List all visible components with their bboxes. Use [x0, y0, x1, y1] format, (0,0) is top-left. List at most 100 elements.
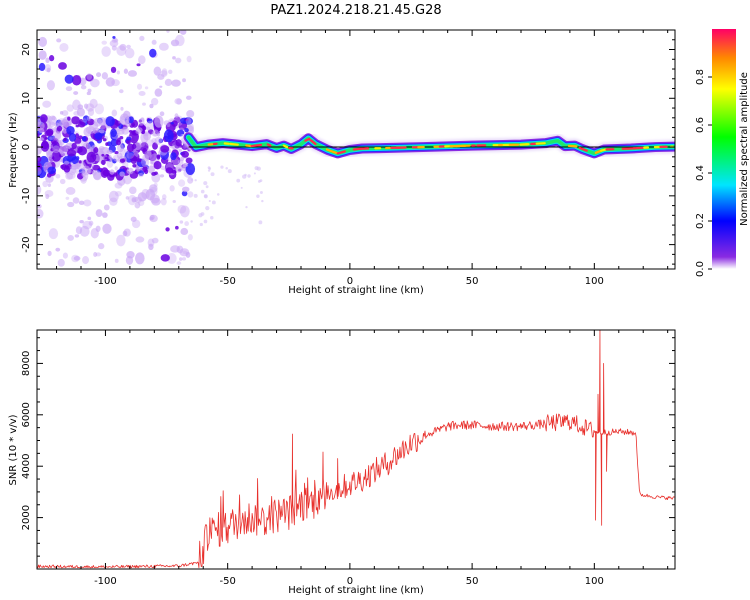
- spectrogram-noise-blob: [49, 136, 55, 141]
- spectrogram-noise-blob: [185, 117, 192, 125]
- spectrogram-noise-blob: [48, 115, 57, 125]
- spectrogram-noise-blob: [179, 205, 190, 218]
- spectrogram-noise-blob: [160, 70, 168, 78]
- spectrogram-noise-blob: [68, 132, 77, 142]
- spectrogram-noise-blob: [151, 237, 159, 244]
- spectrogram-noise-blob: [135, 127, 143, 133]
- spectrogram-noise-blob: [58, 145, 69, 157]
- spectrogram-noise-blob: [137, 192, 147, 202]
- snr-y-label: SNR (10 * v/v): [8, 414, 19, 485]
- spectrogram-noise-speck: [203, 194, 208, 199]
- snr-y-tick-label: 6000: [21, 402, 32, 427]
- spectrogram-noise-blob: [111, 45, 117, 51]
- spectrogram-noise-speck: [259, 191, 263, 195]
- spectrogram-noise-blob: [145, 126, 151, 131]
- spectrogram-noise-blob: [87, 108, 95, 117]
- spectrogram-band-hotspot: [266, 143, 272, 147]
- spectrogram-noise-blob: [47, 135, 54, 142]
- spectrogram-noise-blob: [98, 129, 105, 134]
- spectrogram-noise-blob: [38, 50, 47, 60]
- spectrogram-noise-blob: [100, 167, 109, 178]
- spectrogram-band-hotspot: [304, 137, 311, 142]
- spectrogram-noise-blob: [74, 162, 80, 170]
- spectrogram-band-hotspot: [331, 150, 339, 155]
- spectrogram-noise-blob: [149, 103, 154, 109]
- spectrogram-band-hotspot: [282, 144, 289, 149]
- spectrogram-noise-blob: [87, 216, 92, 221]
- spectrogram-noise-blob: [183, 144, 187, 149]
- spectrogram-noise-blob: [171, 169, 177, 174]
- spectrogram-noise-blob: [114, 151, 119, 155]
- spectrogram-band-hotspot: [250, 143, 263, 148]
- spectrogram-noise-blob: [119, 171, 125, 177]
- spectrogram-noise-blob: [101, 159, 106, 166]
- snr-panel: -100 -50 0 50 100 2000 4000 6000 8000 Height of …: [8, 329, 676, 596]
- spectrogram-noise-blob: [166, 30, 170, 33]
- spectrogram-noise-blob: [67, 116, 71, 121]
- spectrogram-noise-blob: [180, 156, 185, 162]
- spectrogram-noise-blob: [136, 158, 142, 163]
- spectrogram-noise-blob: [119, 158, 126, 163]
- spectrogram-noise-blob: [181, 186, 190, 193]
- snr-axis-ticks: -100 -50 0 50 100 2000 4000 6000 8000: [21, 330, 675, 587]
- spectrogram-noise-speck: [207, 166, 211, 170]
- spectrogram-noise-blob: [152, 129, 159, 137]
- spectrogram-noise-blob: [138, 118, 145, 126]
- spectrogram-noise-blob: [37, 208, 44, 219]
- spectrogram-noise-blob: [160, 145, 170, 153]
- spectrogram-noise-speck: [194, 179, 197, 182]
- spectrogram-noise-blob: [46, 80, 55, 91]
- spectrogram-noise-blob: [66, 149, 77, 157]
- spectrogram-noise-blob: [159, 85, 163, 88]
- spectrogram-noise-speck: [211, 200, 216, 205]
- spectrogram-noise-blob: [172, 56, 176, 60]
- spectrogram-noise-blob: [131, 144, 137, 150]
- spectrogram-noise-blob: [63, 137, 67, 142]
- spectrogram-noise-blob: [45, 174, 54, 183]
- spectrogram-noise-blob: [37, 133, 40, 138]
- spectrogram-band-hotspot: [336, 150, 346, 155]
- spectrogram-noise-blob: [125, 196, 130, 200]
- spectrogram-noise-blob: [166, 122, 171, 128]
- spectrogram-noise-blob: [119, 136, 124, 140]
- spectrogram-noise-blob: [131, 198, 136, 203]
- spectrogram-noise-speck: [236, 178, 241, 183]
- spectrogram-noise-speck: [199, 222, 203, 227]
- spectrogram-noise-blob: [175, 139, 182, 147]
- spectrogram-noise-blob: [95, 252, 101, 257]
- spectrogram-noise-blob: [86, 115, 91, 121]
- spectrogram-noise-blob: [88, 220, 94, 226]
- spectrogram-noise-speck: [210, 172, 215, 177]
- spectrogram-x-tick-label: 0: [347, 276, 353, 287]
- spectrogram-noise-blob: [168, 69, 173, 75]
- spectrogram-noise-blob: [144, 150, 152, 160]
- spectrogram-noise-blob: [59, 178, 66, 185]
- spectrogram-noise-blob: [65, 142, 74, 149]
- spectrogram-y-label: Frequency (Hz): [8, 112, 19, 188]
- spectrogram-noise-blob: [166, 253, 177, 264]
- spectrogram-noise-blob: [110, 138, 119, 147]
- spectrogram-noise-blob: [187, 234, 193, 241]
- spectrogram-noise-blob: [87, 88, 92, 93]
- spectrogram-noise-blob: [89, 98, 98, 109]
- spectrogram-noise-blob: [134, 202, 141, 209]
- spectrogram-noise-blob: [59, 111, 64, 115]
- spectrogram-noise-blob: [101, 153, 105, 157]
- spectrogram-y-tick-label: 0: [21, 144, 32, 150]
- spectrogram-noise-blob: [159, 174, 165, 178]
- spectrogram-noise-blob: [71, 156, 79, 165]
- spectrogram-noise-blob: [127, 194, 137, 206]
- spectrogram-noise-blob: [109, 169, 115, 175]
- spectrogram-noise-blob: [187, 191, 194, 198]
- snr-y-tick-label: 2000: [21, 505, 32, 530]
- spectrogram-noise-blob: [72, 99, 81, 111]
- spectrogram-noise-blob: [176, 245, 184, 254]
- spectrogram-noise-speck: [220, 165, 224, 169]
- spectrogram-x-tick-label: 50: [466, 276, 479, 287]
- spectrogram-noise-blob: [167, 135, 172, 140]
- spectrogram-noise-speck: [227, 169, 232, 174]
- spectrogram-y-tick-label: -20: [21, 236, 32, 252]
- colorbar-label: Normalized spectral amplitude: [739, 72, 750, 226]
- spectrogram-noise-blob: [42, 100, 52, 108]
